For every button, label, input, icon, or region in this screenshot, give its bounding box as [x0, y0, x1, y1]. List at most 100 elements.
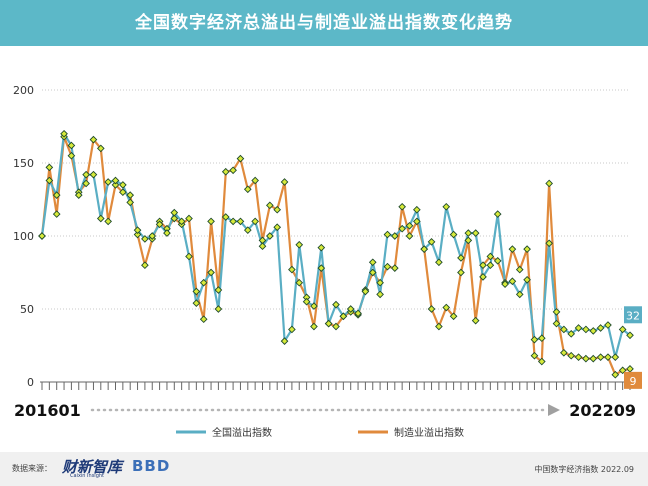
range-arrow-head — [548, 404, 560, 416]
data-point-total — [177, 217, 186, 226]
data-point-mfg — [243, 185, 252, 194]
data-point-total — [435, 258, 443, 267]
data-point-mfg — [82, 179, 90, 188]
data-point-mfg — [560, 348, 568, 357]
data-point-total — [449, 230, 458, 239]
data-point-mfg — [170, 214, 179, 223]
data-point-total — [74, 191, 83, 199]
chart-title: 全国数字经济总溢出与制造业溢出指数变化趋势 — [135, 13, 513, 33]
data-point-total — [471, 229, 480, 237]
data-point-mfg — [479, 261, 487, 270]
data-point-mfg — [207, 217, 215, 226]
data-point-total — [170, 208, 179, 217]
data-point-total — [155, 220, 164, 229]
data-point-total — [368, 258, 377, 267]
data-point-total — [339, 312, 348, 321]
data-point-total — [148, 232, 157, 240]
data-point-total — [280, 337, 289, 345]
data-point-total — [376, 290, 384, 299]
data-point-mfg — [133, 230, 142, 239]
caixin-logo: 财新智库 — [62, 458, 123, 476]
data-point-total — [552, 319, 561, 328]
x-end-label: 202209 — [569, 401, 636, 420]
data-point-mfg — [435, 322, 443, 331]
data-point-total — [493, 210, 502, 218]
footer-source-label: 数据来源： — [12, 464, 52, 473]
bbd-logo: BBD — [132, 457, 171, 475]
data-point-mfg — [589, 354, 598, 363]
data-point-total — [390, 232, 399, 240]
title-banner — [0, 0, 648, 46]
data-point-total — [523, 275, 531, 284]
x-axis-ticks — [40, 381, 634, 390]
end-label-box — [624, 306, 642, 324]
data-point-total — [383, 230, 392, 239]
data-point-mfg — [567, 351, 576, 360]
data-point-mfg — [537, 357, 546, 366]
data-point-mfg — [442, 303, 451, 312]
end-label-text: 32 — [626, 309, 640, 322]
data-point-total — [618, 325, 627, 334]
data-point-total — [258, 242, 267, 251]
data-point-mfg — [96, 144, 105, 153]
data-point-mfg — [141, 261, 149, 270]
data-point-mfg — [295, 278, 304, 287]
data-point-mfg — [508, 245, 517, 253]
end-labels: 32 9 — [624, 306, 642, 389]
data-point-total — [82, 170, 90, 179]
footer-index-date: 中国数字经济指数 2022.09 — [534, 465, 634, 474]
data-point-total — [60, 129, 68, 138]
data-point-mfg — [486, 252, 495, 261]
data-point-total — [141, 235, 149, 243]
data-point-total — [214, 305, 223, 313]
data-point-total — [596, 324, 605, 332]
data-point-total — [302, 297, 311, 306]
data-point-total — [104, 178, 112, 186]
data-point-total — [486, 261, 495, 270]
data-point-total — [626, 331, 634, 340]
data-point-total — [545, 239, 553, 248]
data-point-mfg — [229, 166, 237, 175]
legend: 全国溢出指数 制造业溢出指数 — [176, 426, 464, 439]
data-point-total — [221, 213, 230, 221]
caixin-logo-subtitle: Caixin Insight — [70, 473, 104, 479]
data-point-total — [67, 141, 76, 150]
data-point-mfg — [126, 191, 135, 199]
data-point-mfg — [376, 278, 384, 287]
data-point-mfg — [317, 264, 326, 272]
data-point-mfg — [464, 236, 473, 245]
y-tick-label: 0 — [27, 376, 34, 389]
data-point-total — [192, 299, 201, 307]
data-point-mfg — [111, 181, 120, 189]
data-point-total — [479, 273, 487, 281]
data-point-mfg — [192, 287, 201, 296]
data-point-total — [582, 325, 590, 334]
data-point-mfg — [471, 316, 480, 325]
data-point-mfg — [405, 232, 414, 240]
data-point-total — [346, 305, 355, 313]
data-point-mfg — [310, 322, 318, 331]
data-point-mfg — [596, 353, 605, 362]
data-point-total — [126, 198, 135, 207]
data-point-mfg — [280, 178, 289, 186]
data-point-mfg — [530, 351, 539, 360]
data-point-mfg — [266, 201, 274, 210]
data-point-total — [295, 240, 304, 249]
data-point-total — [38, 232, 46, 240]
data-point-mfg — [119, 188, 127, 197]
legend-label-total: 全国溢出指数 — [212, 426, 272, 439]
data-point-total — [229, 217, 237, 226]
data-point-total — [398, 224, 406, 233]
data-point-mfg — [515, 265, 524, 274]
data-point-total — [324, 319, 333, 328]
end-label-text: 9 — [630, 375, 637, 388]
data-point-mfg — [383, 262, 392, 271]
data-point-total — [604, 321, 612, 329]
data-point-mfg — [611, 370, 620, 379]
x-range-indicator: 201601 202209 — [14, 401, 636, 420]
footer-bar — [0, 452, 648, 486]
data-point-total — [332, 300, 340, 309]
data-point-total — [560, 325, 568, 334]
data-point-mfg — [552, 308, 561, 316]
data-point-total — [567, 329, 576, 338]
